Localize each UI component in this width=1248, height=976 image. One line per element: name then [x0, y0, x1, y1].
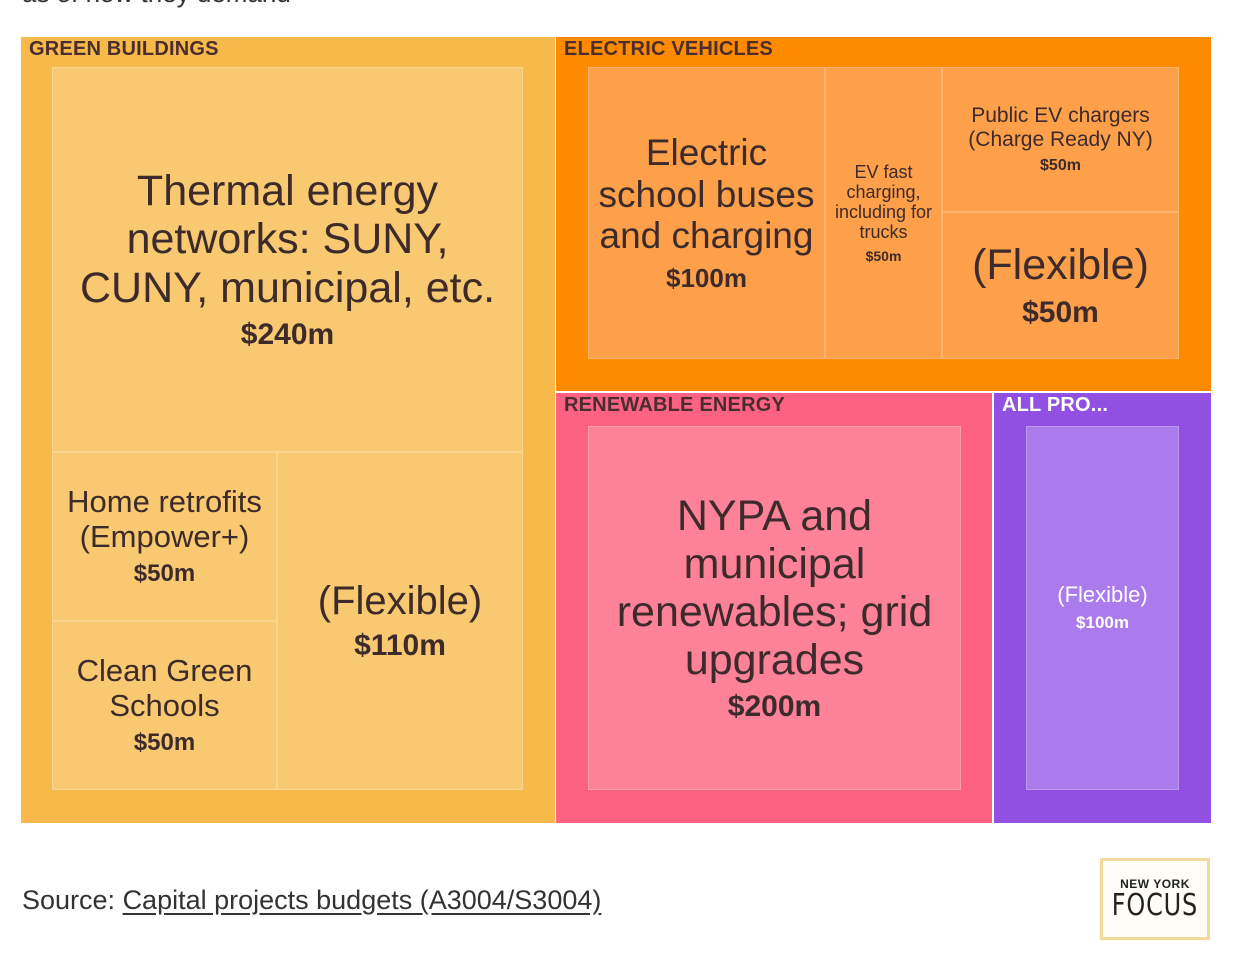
treemap-leaf-name: EV fast charging, including for trucks [834, 161, 933, 243]
treemap-leaf-name: Public EV chargers (Charge Ready NY) [968, 103, 1153, 151]
treemap-leaf-value: $100m [666, 262, 747, 293]
source-prefix: Source: [22, 885, 123, 915]
new-york-focus-logo: NEW YORK FOCUS [1100, 858, 1210, 940]
treemap-leaf: NYPA and municipal renewables; grid upgr… [588, 426, 961, 790]
treemap-leaf: Clean Green Schools $50m [52, 621, 277, 790]
treemap-leaf-name: Electric school buses and charging [598, 132, 815, 257]
treemap-leaf-value: $200m [727, 690, 822, 724]
treemap-leaf-value: $110m [354, 629, 446, 663]
treemap-leaf-name: Thermal energy networks: SUNY, CUNY, mun… [79, 167, 496, 312]
treemap-group-label: RENEWABLE ENERGY [564, 394, 786, 416]
treemap-leaf: Thermal energy networks: SUNY, CUNY, mun… [52, 67, 523, 452]
treemap-leaf-name: (Flexible) [317, 578, 483, 623]
treemap-group-label: ALL PRO... [1002, 394, 1109, 416]
treemap-leaf-name: NYPA and municipal renewables; grid upgr… [616, 491, 933, 685]
treemap-chart: GREEN BUILDINGS Thermal energy networks: … [21, 37, 1211, 823]
source-link[interactable]: Capital projects budgets (A3004/S3004) [122, 885, 602, 915]
treemap-leaf-value: $50m [865, 248, 902, 265]
treemap-leaf: (Flexible) $100m [1026, 426, 1179, 790]
treemap-leaf: Home retrofits (Empower+) $50m [52, 452, 277, 621]
treemap-leaf: EV fast charging, including for trucks $5… [825, 67, 942, 359]
treemap-leaf-name: Clean Green Schools [76, 652, 253, 723]
logo-line-1: NEW YORK [1120, 877, 1190, 891]
treemap-leaf: (Flexible) $110m [277, 452, 523, 790]
treemap-leaf-name: (Flexible) [1057, 581, 1148, 607]
logo-line-2: FOCUS [1111, 888, 1199, 923]
treemap-group-label: ELECTRIC VEHICLES [564, 38, 773, 60]
treemap-leaf-name: (Flexible) [972, 241, 1149, 290]
treemap-leaf: Electric school buses and charging $100m [588, 67, 825, 359]
treemap-leaf-value: $50m [1040, 157, 1081, 175]
treemap-leaf-value: $50m [133, 729, 196, 757]
source-line: Source: Capital projects budgets (A3004/… [22, 885, 601, 916]
treemap-leaf-name: Home retrofits (Empower+) [67, 483, 262, 554]
treemap-leaf-value: $240m [240, 317, 335, 351]
treemap-leaf-value: $50m [133, 560, 196, 588]
treemap-group-label: GREEN BUILDINGS [29, 38, 219, 60]
clipped-header-text: as of now they demand [22, 0, 291, 9]
treemap-leaf-value: $100m [1076, 613, 1129, 633]
treemap-leaf-value: $50m [1022, 295, 1099, 329]
treemap-leaf: Public EV chargers (Charge Ready NY) $50m [942, 67, 1179, 212]
treemap-leaf: (Flexible) $50m [942, 212, 1179, 359]
